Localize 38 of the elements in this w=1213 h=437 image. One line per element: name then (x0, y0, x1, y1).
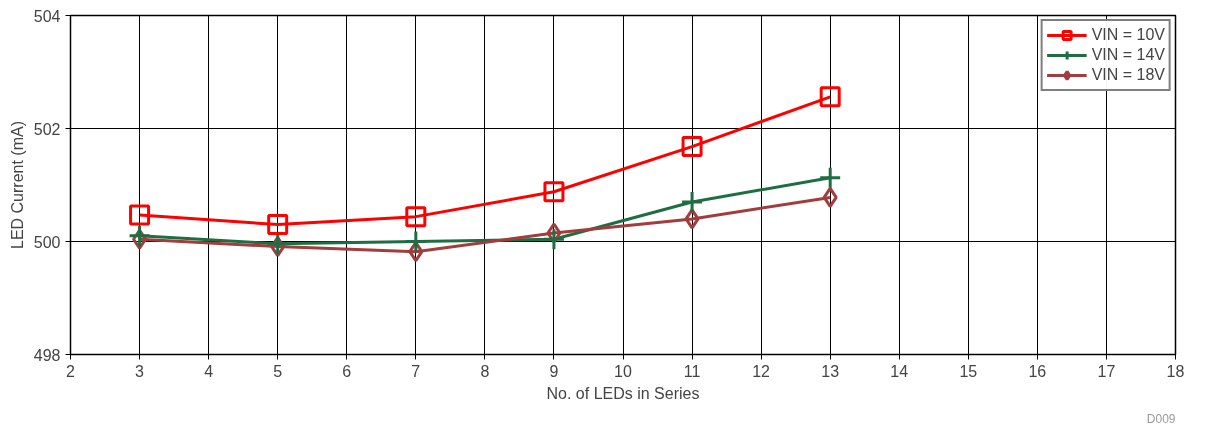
x-tick-label: 14 (890, 362, 909, 380)
point (681, 136, 703, 158)
legend-label: VIN = 18V (1091, 66, 1165, 84)
x-tick-label: 6 (342, 362, 352, 380)
x-tick-label: 16 (1028, 362, 1047, 380)
x-tick-label: 10 (614, 362, 632, 380)
legend-label: VIN = 10V (1091, 26, 1165, 44)
y-tick-label: 502 (33, 120, 61, 138)
point (680, 190, 704, 214)
y-tick-label: 504 (33, 7, 61, 25)
legend-label: VIN = 14V (1091, 46, 1165, 64)
x-tick-label: 13 (821, 362, 840, 380)
x-tick-label: 17 (1097, 362, 1116, 380)
point (404, 230, 428, 253)
x-tick-label: 18 (1166, 362, 1185, 380)
x-tick-label: 5 (273, 362, 283, 380)
point (405, 206, 427, 228)
x-tick-label: 8 (480, 362, 490, 380)
point (543, 181, 565, 203)
x-tick-label: 9 (549, 362, 559, 380)
x-tick-label: 4 (204, 362, 214, 380)
x-tick-label: 15 (959, 362, 978, 380)
y-tick-label: 498 (33, 346, 61, 364)
x-tick-label: 7 (411, 362, 421, 380)
point (818, 166, 842, 190)
point (819, 86, 841, 108)
point (267, 214, 289, 236)
y-tick-label: 500 (33, 233, 61, 251)
text: D009 (1146, 411, 1176, 426)
point (822, 186, 838, 208)
point (542, 227, 566, 251)
x-tick-label: 12 (752, 362, 771, 380)
x-axis-title: No. of LEDs in Series (546, 384, 700, 402)
y-axis-title: LED Current (mA) (8, 120, 26, 250)
point (129, 204, 151, 226)
x-tick-label: 3 (135, 362, 145, 380)
x-tick-label: 11 (683, 362, 701, 380)
x-tick-label: 2 (66, 362, 76, 380)
